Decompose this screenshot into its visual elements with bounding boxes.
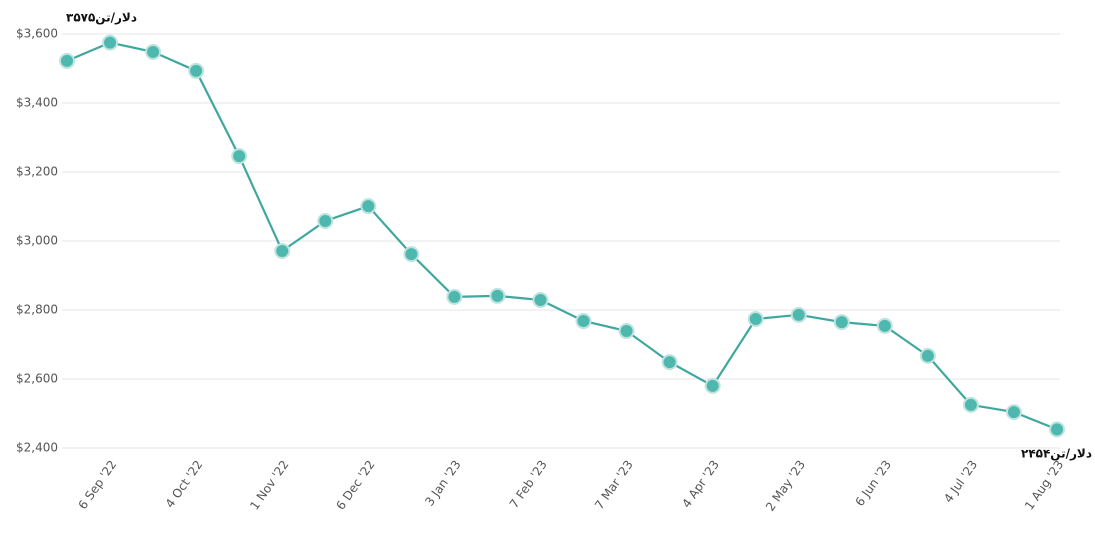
- x-tick-label: 2 May '23: [763, 458, 808, 514]
- annotation: ۳۵۷۵دلار/تن: [66, 11, 137, 25]
- point: [446, 288, 463, 305]
- point: [403, 246, 420, 263]
- x-tick-label: 4 Jul '23: [941, 458, 980, 506]
- line: [66, 41, 1058, 431]
- x-tick-label: 1 Aug '23: [1022, 458, 1066, 513]
- point: [102, 34, 119, 51]
- point: [790, 306, 807, 323]
- point: [833, 314, 850, 331]
- x-tick-label: 6 Sep '22: [76, 458, 120, 512]
- point: [661, 354, 678, 371]
- point: [145, 43, 162, 60]
- point: [317, 212, 334, 229]
- point: [919, 347, 936, 364]
- point: [747, 310, 764, 327]
- y-tick-label: $3,200: [16, 165, 58, 179]
- y-tick-label: $3,000: [16, 234, 58, 248]
- x-tick-label: 1 Nov '22: [247, 458, 291, 513]
- x-tick-label: 6 Dec '22: [333, 458, 377, 513]
- y-tick-label: $2,400: [16, 441, 58, 455]
- y-tick-label: $3,400: [16, 96, 58, 110]
- x-tick-label: 7 Feb '23: [507, 458, 550, 511]
- point: [231, 148, 248, 165]
- point: [59, 52, 75, 69]
- point: [575, 313, 592, 330]
- point: [489, 287, 506, 304]
- x-tick-label: 7 Mar '23: [592, 458, 636, 512]
- x-tick-label: 3 Jan '23: [422, 458, 463, 509]
- point: [704, 377, 721, 394]
- point: [618, 323, 635, 340]
- x-tick-label: 4 Oct '22: [163, 458, 206, 511]
- x-tick-label: 6 Jun '23: [853, 458, 895, 509]
- point: [1005, 404, 1022, 421]
- point: [876, 317, 893, 334]
- y-tick-label: $2,800: [16, 303, 58, 317]
- y-tick-label: $2,600: [16, 372, 58, 386]
- point: [962, 396, 979, 413]
- point: [274, 243, 291, 260]
- point: [1049, 421, 1065, 438]
- annotation: ۲۴۵۴دلار/تن: [1021, 447, 1092, 461]
- x-tick-label: 4 Apr '23: [679, 458, 722, 511]
- point: [532, 291, 549, 308]
- y-tick-label: $3,600: [16, 27, 58, 41]
- point: [360, 198, 377, 215]
- point: [188, 62, 205, 79]
